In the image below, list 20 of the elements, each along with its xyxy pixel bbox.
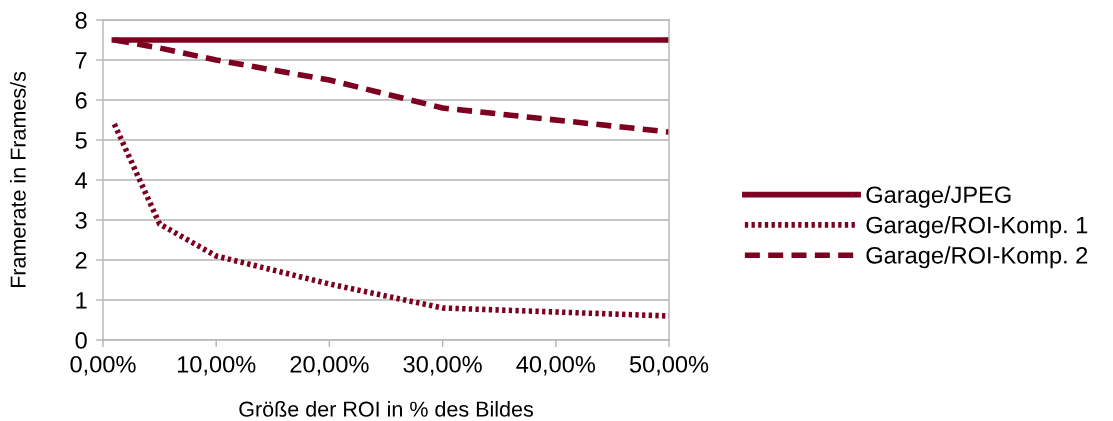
legend-label: Garage/ROI-Komp. 2	[866, 246, 1088, 269]
legend-label: Garage/ROI-Komp. 1	[866, 216, 1088, 239]
x-tick-label: 40,00%	[516, 355, 595, 376]
x-tick-label: 50,00%	[629, 355, 709, 376]
y-tick-label: 5	[75, 132, 87, 149]
legend-label: Garage/JPEG	[866, 185, 1011, 208]
x-tick-label: 20,00%	[290, 355, 369, 376]
y-tick-label: 7	[75, 52, 87, 69]
y-tick-label: 2	[75, 252, 87, 269]
x-tick-label: 10,00%	[177, 355, 256, 376]
y-tick-label: 8	[75, 12, 87, 29]
x-tick-label: 0,00%	[70, 355, 136, 376]
x-axis-title: Größe der ROI in % des Bildes	[239, 400, 533, 417]
y-axis-title: Framerate in Frames/s	[9, 71, 26, 288]
y-tick-label: 1	[76, 292, 87, 309]
x-tick-label: 30,00%	[403, 355, 482, 376]
y-tick-label: 0	[75, 332, 87, 349]
y-tick-label: 6	[75, 92, 87, 109]
y-tick-label: 3	[75, 212, 87, 229]
y-tick-label: 4	[75, 172, 88, 189]
